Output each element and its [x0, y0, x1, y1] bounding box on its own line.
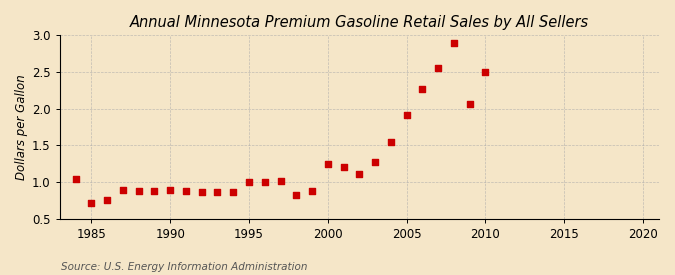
Point	[338, 164, 349, 169]
Point	[385, 139, 396, 144]
Point	[354, 172, 364, 176]
Point	[449, 40, 460, 45]
Point	[228, 189, 239, 194]
Point	[149, 189, 160, 193]
Point	[370, 159, 381, 164]
Point	[306, 189, 317, 193]
Point	[212, 189, 223, 194]
Point	[464, 102, 475, 106]
Point	[244, 180, 254, 184]
Point	[433, 66, 443, 71]
Point	[117, 188, 128, 192]
Text: Source: U.S. Energy Information Administration: Source: U.S. Energy Information Administ…	[61, 262, 307, 272]
Point	[323, 162, 333, 167]
Point	[291, 193, 302, 197]
Point	[417, 87, 428, 91]
Title: Annual Minnesota Premium Gasoline Retail Sales by All Sellers: Annual Minnesota Premium Gasoline Retail…	[130, 15, 589, 30]
Y-axis label: Dollars per Gallon: Dollars per Gallon	[15, 74, 28, 180]
Point	[70, 177, 81, 181]
Point	[165, 188, 176, 192]
Point	[102, 197, 113, 202]
Point	[401, 112, 412, 117]
Point	[86, 201, 97, 205]
Point	[196, 189, 207, 194]
Point	[180, 189, 191, 193]
Point	[275, 179, 286, 183]
Point	[259, 180, 270, 184]
Point	[480, 70, 491, 74]
Point	[133, 189, 144, 193]
